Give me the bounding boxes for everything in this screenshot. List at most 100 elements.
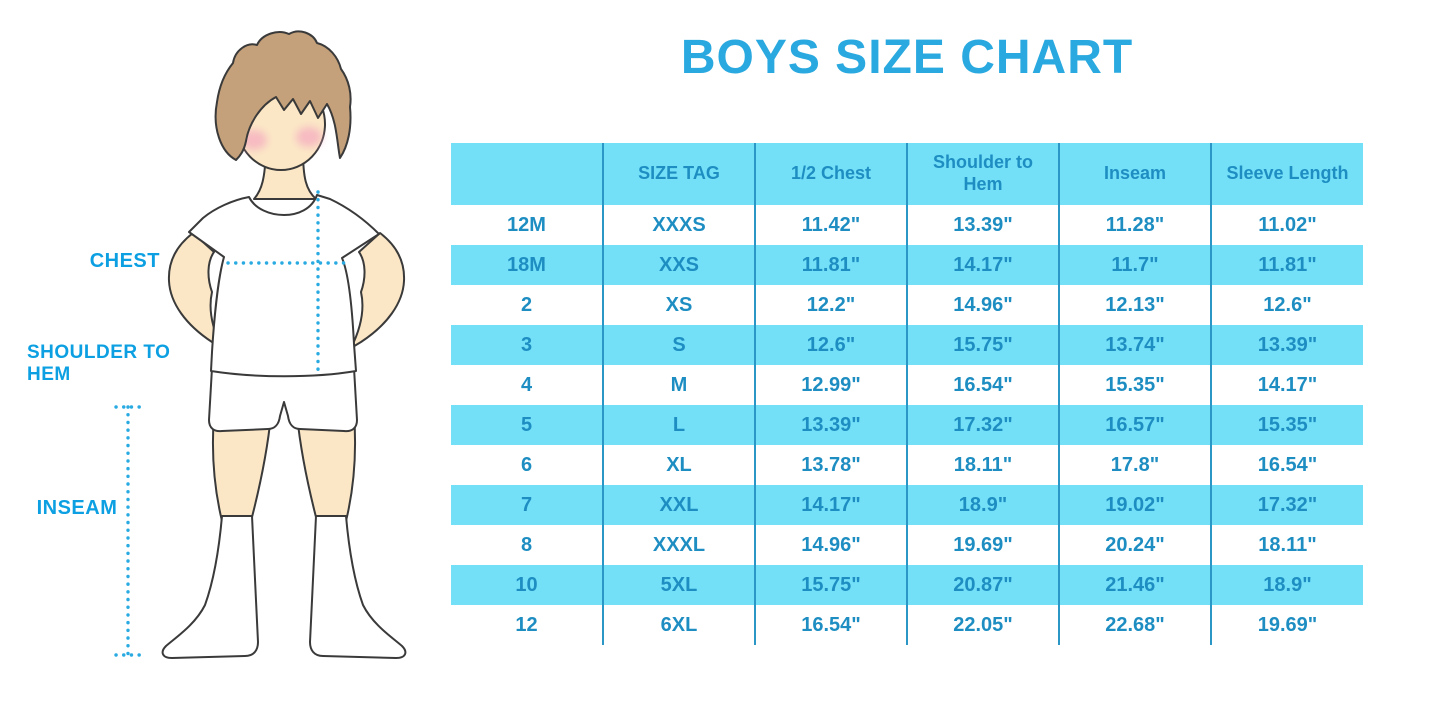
table-cell: XXL: [602, 485, 755, 525]
table-cell: 16.54": [906, 365, 1059, 405]
table-cell: 18.11": [1210, 525, 1363, 565]
table-cell: 10: [451, 565, 603, 605]
table-cell: 16.57": [1058, 405, 1211, 445]
table-cell: XXXS: [602, 205, 755, 245]
table-cell: 18M: [451, 245, 603, 285]
figure-hair: [214, 30, 352, 161]
boy-illustration: [114, 30, 407, 659]
table-cell: 17.32": [906, 405, 1059, 445]
table-cell: 20.87": [906, 565, 1059, 605]
table-cell: 19.02": [1058, 485, 1211, 525]
table-row: 7 XXL 14.17" 18.9" 19.02" 17.32": [451, 485, 1363, 525]
header-cell-sleeve-length: Sleeve Length: [1210, 143, 1363, 205]
table-cell: XS: [602, 285, 755, 325]
table-row: 12 6XL 16.54" 22.05" 22.68" 19.69": [451, 605, 1363, 645]
table-cell: 11.42": [754, 205, 907, 245]
table-cell: 6XL: [602, 605, 755, 645]
figure-arm-right: [350, 232, 406, 349]
table-row: 10 5XL 15.75" 20.87" 21.46" 18.9": [451, 565, 1363, 605]
table-cell: 11.02": [1210, 205, 1363, 245]
table-cell: 17.8": [1058, 445, 1211, 485]
table-cell: 5XL: [602, 565, 755, 605]
table-cell: 5: [451, 405, 603, 445]
table-cell: 13.39": [906, 205, 1059, 245]
table-cell: 15.75": [906, 325, 1059, 365]
header-cell-size: [451, 143, 603, 205]
table-row: 4 M 12.99" 16.54" 15.35" 14.17": [451, 365, 1363, 405]
table-cell: 12: [515, 613, 538, 636]
table-cell: 14.96": [754, 525, 907, 565]
chest-label: CHEST: [89, 250, 160, 272]
header-cell-inseam: Inseam: [1058, 143, 1211, 205]
table-cell: M: [602, 365, 755, 405]
header-row: SIZE TAG 1/2 Chest Shoulder to Hem Insea…: [451, 143, 1363, 205]
page-title: BOYS SIZE CHART: [680, 31, 1134, 84]
table-cell: 16.54": [1210, 445, 1363, 485]
size-table-header: SIZE TAG 1/2 Chest Shoulder to Hem Insea…: [451, 143, 1363, 205]
table-cell: 13.78": [754, 445, 907, 485]
table-row: 5 L 13.39" 17.32" 16.57" 15.35": [451, 405, 1363, 445]
table-row: 8 XXXL 14.96" 19.69" 20.24" 18.11": [451, 525, 1363, 565]
table-row: 3 S 12.6" 15.75" 13.74" 13.39": [451, 325, 1363, 365]
table-cell: 22.68": [1058, 605, 1211, 645]
table-cell: 12.13": [1058, 285, 1211, 325]
table-cell: 11.28": [1058, 205, 1211, 245]
table-row: 18M XXS 11.81" 14.17" 11.7" 11.81": [451, 245, 1363, 285]
table-cell: 14.96": [906, 285, 1059, 325]
table-cell: 18.11": [906, 445, 1059, 485]
table-row: 2 XS 12.2" 14.96" 12.13" 12.6": [451, 285, 1363, 325]
header-cell-size-tag: SIZE TAG: [602, 143, 755, 205]
table-cell: S: [602, 325, 755, 365]
header-cell-half-chest: 1/2 Chest: [754, 143, 907, 205]
table-cell: 14.17": [1210, 365, 1363, 405]
figure-blush-right: [296, 127, 322, 147]
figure-tshirt: [188, 194, 380, 378]
table-cell: 14.17": [906, 245, 1059, 285]
table-cell: 12.99": [754, 365, 907, 405]
table-cell: XXXL: [602, 525, 755, 565]
table-cell: 19.69": [906, 525, 1059, 565]
table-cell: 13.39": [754, 405, 907, 445]
table-cell: 7: [451, 485, 603, 525]
table-cell: 17.32": [1210, 485, 1363, 525]
table-cell: 16.54": [754, 605, 907, 645]
table-cell: 12.2": [754, 285, 907, 325]
table-cell: 15.35": [1210, 405, 1363, 445]
table-cell: 15.75": [754, 565, 907, 605]
table-cell: 4: [520, 373, 533, 396]
figure-shorts: [208, 367, 358, 433]
table-cell: 11.7": [1058, 245, 1211, 285]
shoulder-to-hem-label: SHOULDER TO HEM: [27, 342, 171, 385]
table-cell: 18.9": [1210, 565, 1363, 605]
table-cell: 12.6": [754, 325, 907, 365]
table-cell: 21.46": [1058, 565, 1211, 605]
table-cell: 2: [520, 293, 533, 316]
table-cell: L: [602, 405, 755, 445]
table-cell: 11.81": [754, 245, 907, 285]
table-cell: 3: [451, 325, 603, 365]
table-cell: 8: [520, 533, 533, 556]
table-cell: 15.35": [1058, 365, 1211, 405]
table-cell: 22.05": [906, 605, 1059, 645]
table-row: 6 XL 13.78" 18.11" 17.8" 16.54": [451, 445, 1363, 485]
inseam-label: INSEAM: [36, 497, 118, 519]
table-cell: 14.17": [754, 485, 907, 525]
table-cell: XL: [602, 445, 755, 485]
table-cell: 20.24": [1058, 525, 1211, 565]
table-row: 12M XXXS 11.42" 13.39" 11.28" 11.02": [451, 205, 1363, 245]
table-cell: 6: [520, 453, 533, 476]
table-cell: 11.81": [1210, 245, 1363, 285]
figure-sock-left: [161, 515, 259, 659]
table-cell: 19.69": [1210, 605, 1363, 645]
table-cell: 13.74": [1058, 325, 1211, 365]
header-cell-shoulder-to-hem: Shoulder to Hem: [906, 143, 1059, 205]
size-table-body: 12M XXXS 11.42" 13.39" 11.28" 11.02" 18M XXS 11.…: [451, 205, 1363, 645]
table-cell: 18.9": [906, 485, 1059, 525]
table-cell: 12.6": [1210, 285, 1363, 325]
size-table: SIZE TAG 1/2 Chest Shoulder to Hem Insea…: [451, 143, 1363, 645]
figure-sock-right: [309, 515, 407, 659]
table-cell: 13.39": [1210, 325, 1363, 365]
table-cell: XXS: [602, 245, 755, 285]
table-cell: 12M: [507, 213, 546, 236]
